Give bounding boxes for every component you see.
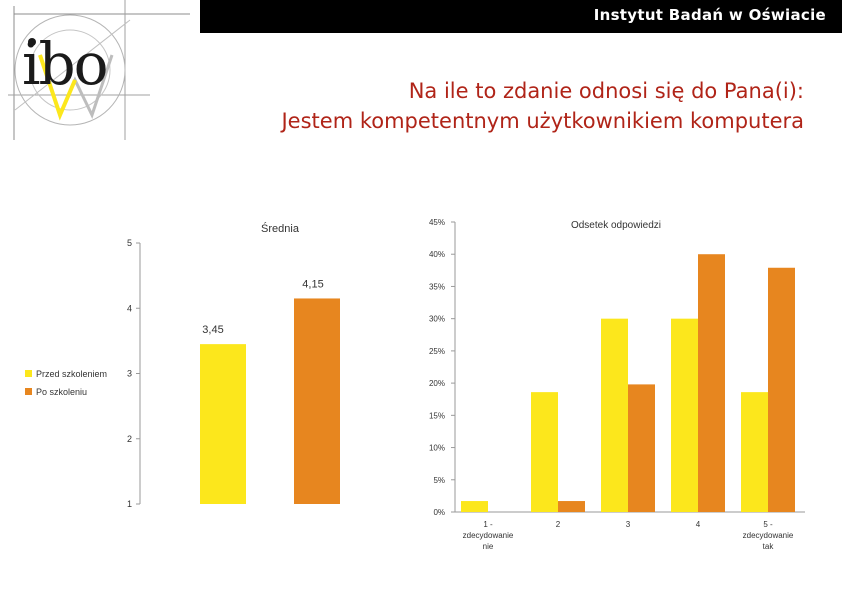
x-tick-label: 3 [626, 520, 631, 529]
bar [531, 392, 558, 512]
y-tick-label: 4 [127, 303, 132, 313]
x-tick-label: zdecydowanie [463, 531, 514, 540]
y-tick-label: 15% [429, 411, 445, 420]
y-tick-label: 30% [429, 315, 445, 324]
bar [741, 392, 768, 512]
y-tick-label: 45% [429, 218, 445, 227]
x-tick-label: tak [763, 542, 775, 551]
organization-name: Instytut Badań w Oświacie [593, 6, 826, 24]
bar [200, 344, 246, 504]
distribution-chart: 0% 5% 10% 15% 20% 25% 30% 35% 40% 45% Odsetek odpo… [429, 218, 805, 551]
logo-graphic [0, 0, 200, 150]
bar [671, 318, 698, 512]
y-tick-label: 35% [429, 282, 445, 291]
logo-text: ibo [22, 30, 109, 98]
legend-swatch [25, 370, 32, 377]
y-tick-label: 2 [127, 434, 132, 444]
y-tick-label: 5% [433, 476, 445, 485]
bar [698, 254, 725, 512]
y-tick-label: 40% [429, 250, 445, 259]
bar [558, 501, 585, 512]
y-tick-label: 20% [429, 379, 445, 388]
title-line-1: Na ile to zdanie odnosi się do Pana(i): [408, 79, 804, 103]
y-tick-label: 3 [127, 369, 132, 379]
y-tick-label: 25% [429, 347, 445, 356]
y-tick-label: 5 [127, 238, 132, 248]
logo: ibo [0, 0, 200, 150]
x-tick-label: 2 [556, 520, 561, 529]
legend-label: Przed szkoleniem [36, 369, 107, 379]
chart-title: Średnia [261, 222, 300, 235]
y-tick-label: 1 [127, 499, 132, 509]
chart-title: Odsetek odpowiedzi [571, 220, 661, 231]
average-chart: 1 2 3 4 5 Średnia 3,45 4,15 [127, 222, 340, 509]
data-label: 4,15 [302, 278, 323, 290]
x-tick-label: nie [483, 542, 494, 551]
title-line-2: Jestem kompetentnym użytkownikiem komput… [281, 109, 804, 133]
x-tick-label: 5 - [763, 520, 773, 529]
data-label: 3,45 [202, 324, 223, 336]
x-tick-label: 1 - [483, 520, 493, 529]
x-tick-label: 4 [696, 520, 701, 529]
x-tick-label: zdecydowanie [743, 531, 794, 540]
bar [628, 384, 655, 512]
y-tick-label: 10% [429, 444, 445, 453]
bar [294, 298, 340, 504]
bar [461, 501, 488, 512]
bar [768, 267, 795, 512]
legend-swatch [25, 388, 32, 395]
y-tick-label: 0% [433, 508, 445, 517]
bar [601, 318, 628, 512]
legend: Przed szkoleniem Po szkoleniu [25, 369, 107, 397]
legend-label: Po szkoleniu [36, 387, 87, 397]
page-title: Na ile to zdanie odnosi się do Pana(i): … [281, 76, 804, 136]
